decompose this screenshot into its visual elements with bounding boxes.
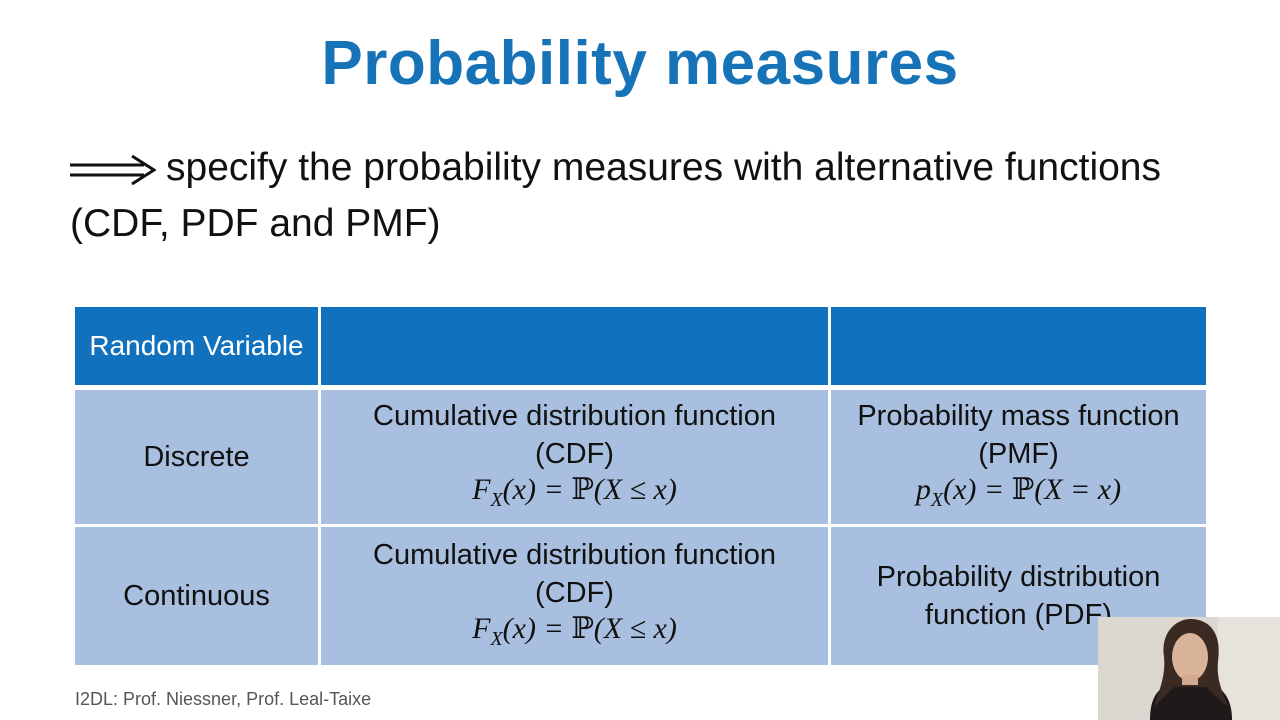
cell-continuous-cdf: Cumulative distribution function (CDF) F… bbox=[318, 525, 831, 665]
presenter-webcam-icon bbox=[1098, 617, 1280, 720]
slide-footer: I2DL: Prof. Niessner, Prof. Leal-Taixe bbox=[75, 689, 372, 709]
bullet-point: specify the probability measures with al… bbox=[70, 140, 1190, 252]
header-random-variable: Random Variable bbox=[72, 307, 321, 390]
cdf-formula: FX(x) = ℙ(X ≤ x) bbox=[472, 612, 677, 650]
cdf-abbr: (CDF) bbox=[535, 577, 614, 609]
table-header-row: Random Variable bbox=[72, 307, 1209, 390]
pmf-abbr: (PMF) bbox=[978, 438, 1059, 470]
cdf-formula: FX(x) = ℙ(X ≤ x) bbox=[472, 473, 677, 511]
double-arrow-icon bbox=[70, 154, 156, 185]
bullet-text: specify the probability measures with al… bbox=[70, 146, 1161, 245]
cell-variable-discrete: Discrete bbox=[72, 387, 321, 527]
cell-discrete-pmf: Probability mass function (PMF) pX(x) = … bbox=[828, 387, 1209, 527]
cdf-name: Cumulative distribution function bbox=[373, 400, 776, 432]
cell-variable-continuous: Continuous bbox=[72, 525, 321, 665]
pmf-name: Probability mass function bbox=[857, 400, 1180, 432]
cdf-abbr: (CDF) bbox=[535, 438, 614, 470]
cdf-name: Cumulative distribution function bbox=[373, 539, 776, 571]
probability-measures-table: Random Variable Discrete Cumulative dist… bbox=[72, 307, 1209, 665]
header-col-2 bbox=[318, 307, 831, 390]
pdf-name: Probability distribution function (PDF) bbox=[876, 561, 1161, 631]
table-row: Continuous Cumulative distribution funct… bbox=[72, 525, 1209, 665]
table-row: Discrete Cumulative distribution functio… bbox=[72, 387, 1209, 527]
cell-discrete-cdf: Cumulative distribution function (CDF) F… bbox=[318, 387, 831, 527]
pmf-formula: pX(x) = ℙ(X = x) bbox=[915, 473, 1122, 511]
slide-title: Probability measures bbox=[321, 29, 959, 98]
header-col-3 bbox=[828, 307, 1209, 390]
